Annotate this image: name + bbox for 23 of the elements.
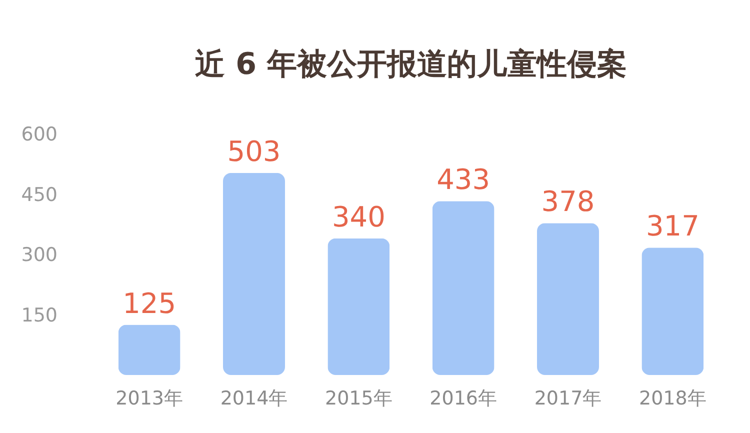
- y-tick-label: 600: [21, 124, 58, 146]
- x-tick-label: 2018年: [638, 388, 706, 410]
- x-tick-label: 2015年: [324, 388, 392, 410]
- y-tick-label: 150: [21, 304, 58, 326]
- y-tick-label: 450: [21, 184, 58, 206]
- bar: [432, 201, 494, 375]
- data-label: 340: [332, 200, 386, 234]
- data-label: 433: [436, 163, 490, 196]
- data-label: 378: [541, 185, 595, 218]
- x-tick-label: 2017年: [534, 388, 602, 410]
- x-tick-label: 2016年: [430, 388, 498, 410]
- data-label: 317: [646, 210, 700, 243]
- x-tick-label: 2013年: [116, 388, 184, 410]
- y-tick-label: 300: [21, 244, 58, 266]
- x-tick-label: 2014年: [220, 388, 288, 410]
- bar: [537, 223, 599, 375]
- bar: [328, 238, 390, 375]
- data-label: 503: [227, 134, 281, 168]
- bar: [223, 172, 285, 375]
- data-label: 125: [122, 286, 176, 320]
- bar: [642, 248, 704, 375]
- chart-title: 近 6 年被公开报道的儿童性侵案: [195, 47, 627, 82]
- bar: [118, 324, 180, 375]
